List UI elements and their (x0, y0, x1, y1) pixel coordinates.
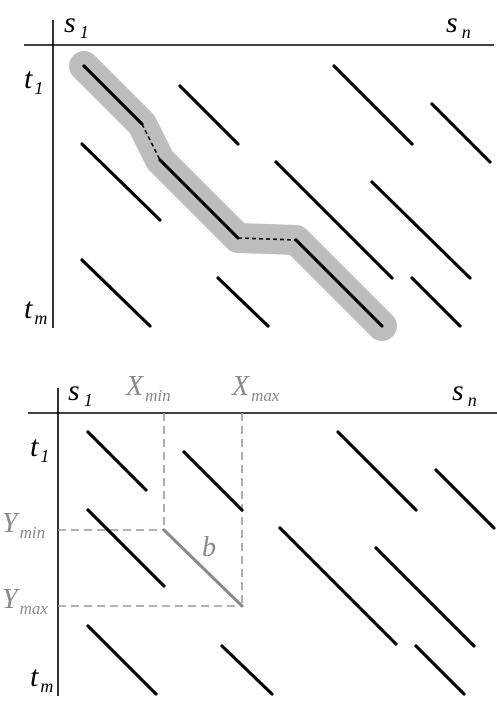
match-segment (220, 644, 274, 696)
match-segment (434, 468, 496, 530)
match-segment (86, 430, 148, 492)
match-segment (216, 276, 270, 328)
match-segment (86, 624, 158, 696)
segment-b-label: b (202, 532, 216, 563)
match-segment (80, 142, 162, 222)
match-segment (274, 160, 394, 280)
path-segment (158, 158, 240, 240)
match-segment (370, 180, 472, 280)
match-segment (278, 526, 398, 646)
match-segment (86, 508, 166, 588)
path-connector (237, 237, 297, 241)
path-segment (294, 238, 384, 328)
match-segment (336, 430, 418, 512)
highlight-band (69, 51, 397, 341)
match-segment (374, 546, 476, 648)
path-segment (82, 64, 144, 126)
match-segment (80, 258, 152, 328)
match-segment (178, 84, 240, 146)
match-segment (414, 644, 466, 696)
segment-b (162, 528, 244, 608)
match-segment (430, 102, 492, 164)
match-segment (332, 64, 414, 146)
match-segment (410, 276, 462, 328)
match-segment (182, 450, 244, 512)
